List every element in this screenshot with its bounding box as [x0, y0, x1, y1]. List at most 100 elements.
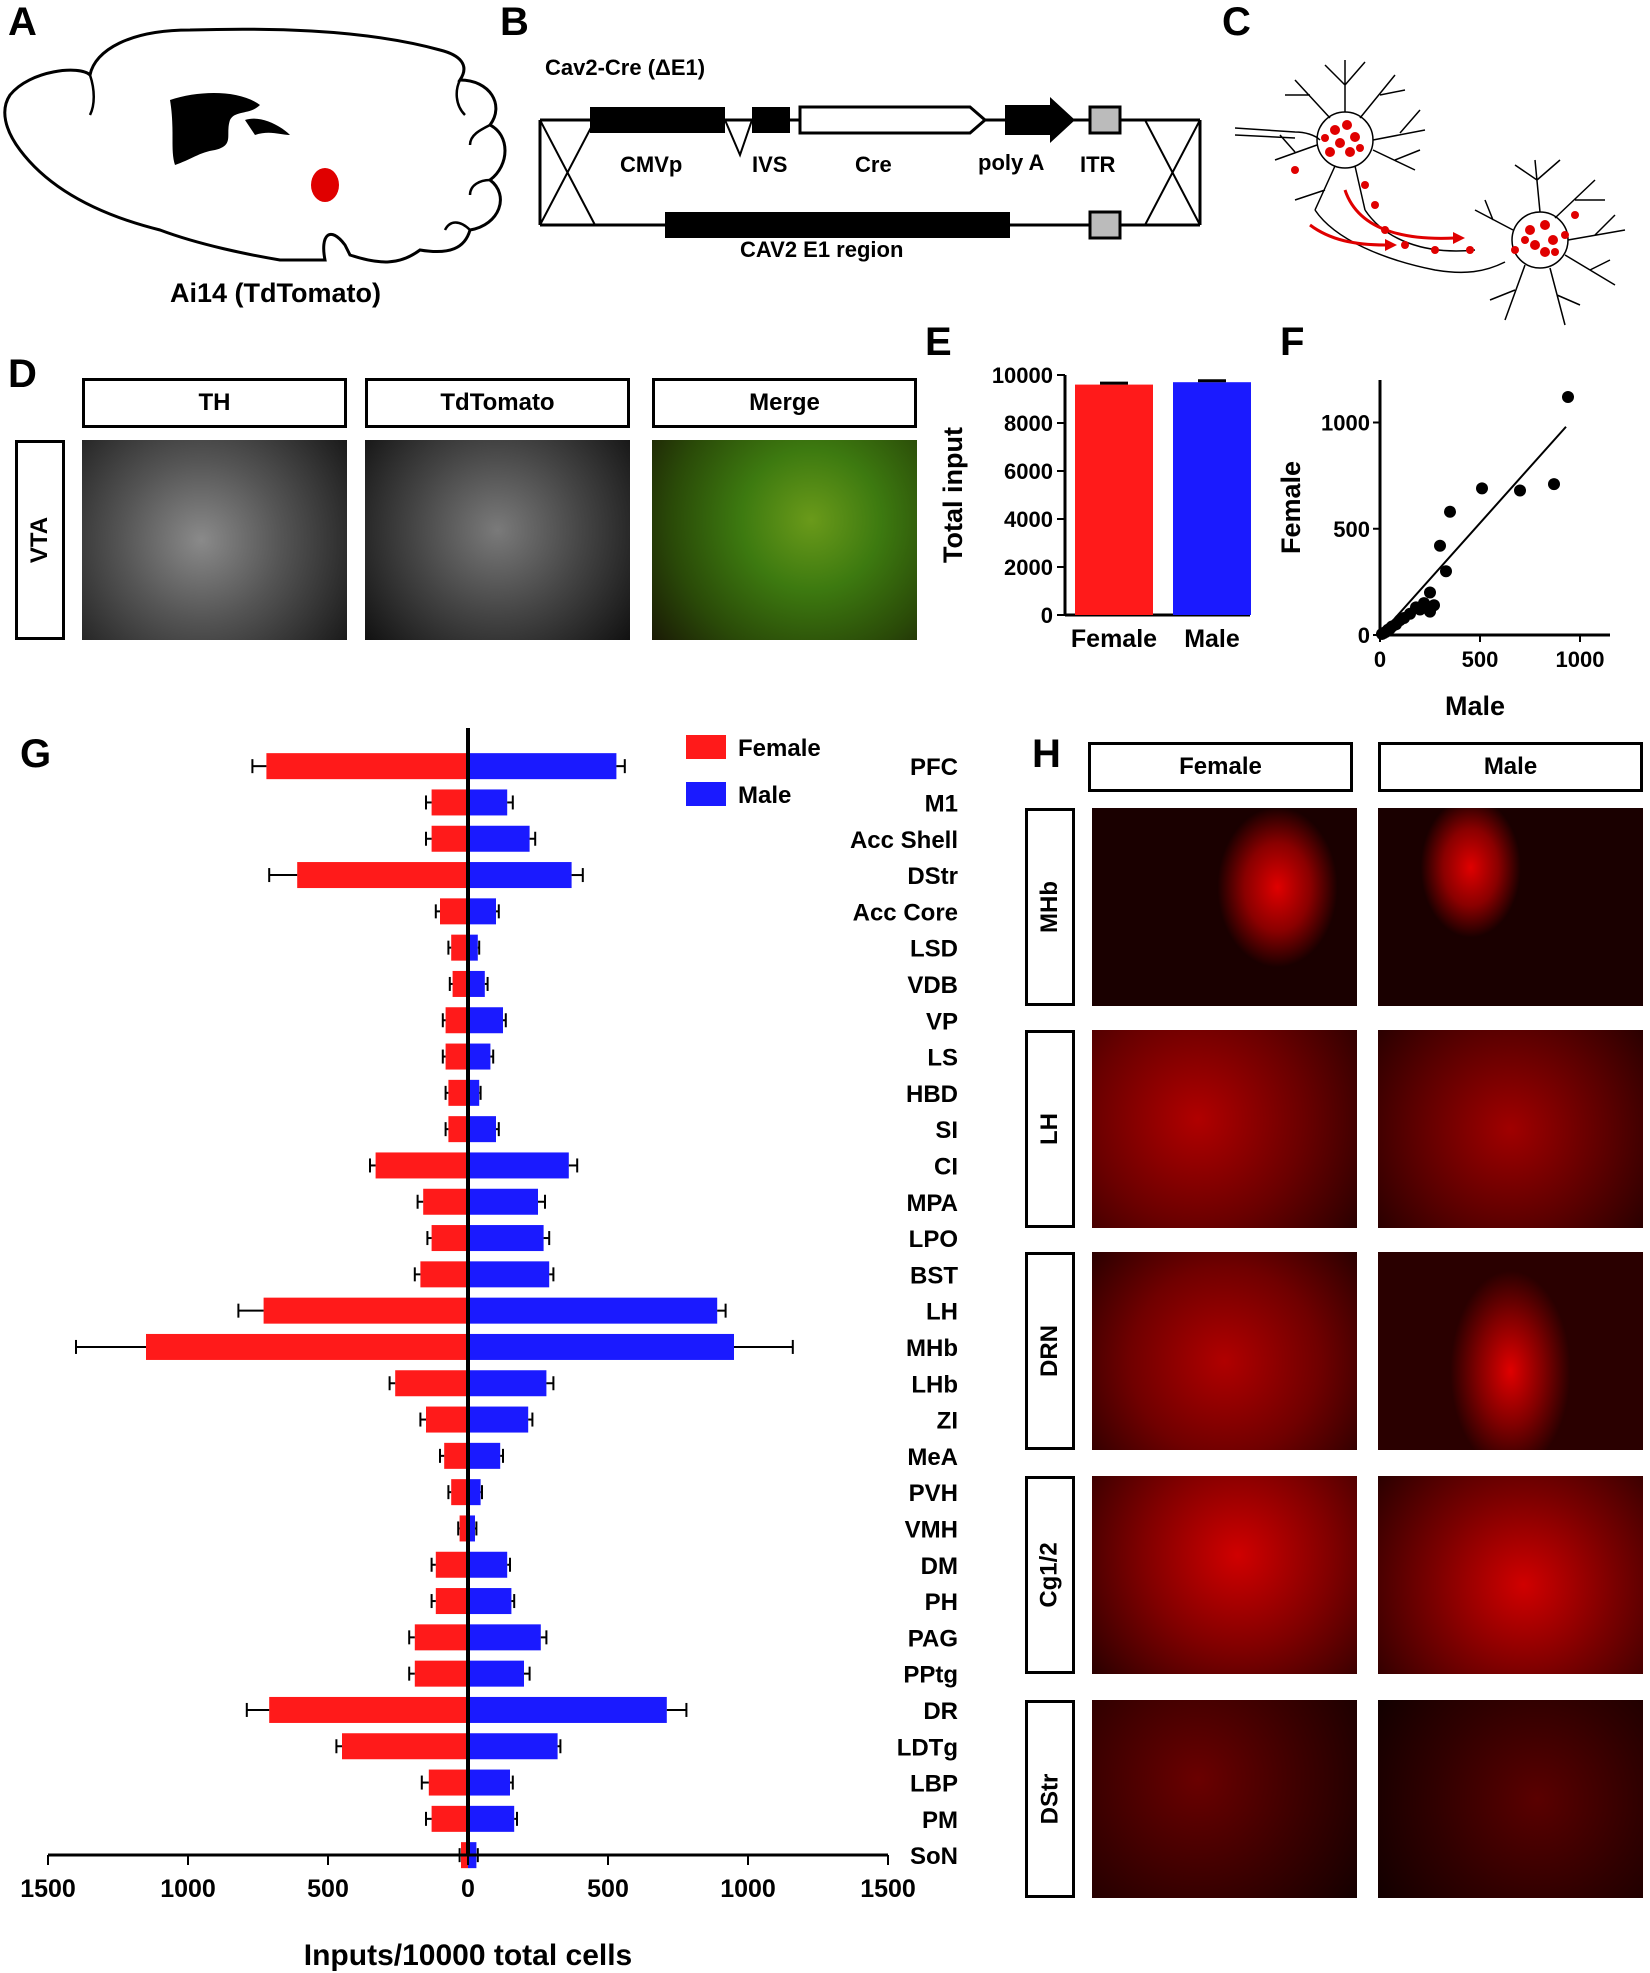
bar-female-lsd	[451, 934, 468, 961]
micrograph-female-cg12	[1092, 1476, 1357, 1674]
micrograph-male-lh	[1378, 1030, 1643, 1228]
bar-female-vmh	[459, 1515, 468, 1542]
chart-total-input: 0 2000 4000 6000 8000 10000 Female Male Total in…	[940, 363, 1251, 653]
bar-female-bst	[420, 1261, 468, 1288]
region-label: VP	[926, 1008, 958, 1035]
panel-letter-c: C	[1222, 0, 1251, 44]
region-label: CI	[934, 1153, 958, 1180]
bar-female-lhb	[395, 1370, 468, 1397]
bar-male-dm	[468, 1551, 508, 1578]
region-label: BST	[910, 1262, 958, 1289]
panel-d-col-merge: Merge	[652, 378, 917, 428]
bar-male-ls	[468, 1043, 491, 1070]
scatter-point	[1424, 586, 1436, 599]
bar-male-ph	[468, 1588, 512, 1615]
bar-female-mea	[444, 1442, 468, 1469]
bar-female-dstr	[297, 862, 468, 889]
x-tick-label: 1500	[860, 1875, 916, 1903]
legend-label-female: Female	[738, 735, 821, 762]
panel-d-row-vta: VTA	[15, 440, 65, 640]
label-itr: ITR	[1080, 152, 1116, 177]
bar-male-lbp	[468, 1769, 510, 1796]
region-label: VMH	[905, 1516, 958, 1543]
label-polya: poly A	[978, 150, 1045, 175]
region-label: LBP	[910, 1771, 958, 1798]
region-label: VDB	[907, 972, 958, 999]
x-tick-label: 1000	[160, 1875, 216, 1903]
region-label: ZI	[937, 1408, 958, 1435]
panel-letter-h: H	[1032, 732, 1061, 776]
panel-h-row-drn: DRN	[1025, 1252, 1075, 1450]
bar-male-pvh	[468, 1479, 481, 1506]
regression-line	[1379, 426, 1567, 636]
panel-letter-b: B	[500, 0, 529, 44]
panel-letter-a: A	[8, 0, 37, 44]
region-label: M1	[925, 790, 958, 817]
bar-female-acc-shell	[431, 825, 468, 852]
bar-male-m1	[468, 789, 508, 816]
bar-male-vp	[468, 1007, 503, 1034]
micrograph-male-cg12	[1378, 1476, 1643, 1674]
bar-male-pm	[468, 1805, 515, 1832]
micrograph-female-lh	[1092, 1030, 1357, 1228]
bar-female-ls	[445, 1043, 468, 1070]
region-label: LHb	[911, 1371, 958, 1398]
panel-a-caption: Ai14 (TdTomato)	[170, 278, 381, 308]
label-cmvp: CMVp	[620, 152, 683, 177]
scatter-point	[1444, 505, 1456, 518]
panel-letter-g: G	[20, 732, 52, 776]
bar-female-mhb	[146, 1333, 468, 1360]
panel-h-col-female: Female	[1088, 742, 1353, 792]
x-axis-label: Male	[1445, 691, 1505, 721]
bar-female-pptg	[414, 1660, 468, 1687]
panel-d-col-th: TH	[82, 378, 347, 428]
region-label: Acc Core	[853, 899, 958, 926]
region-label: PH	[925, 1589, 958, 1616]
region-label: HBD	[906, 1081, 958, 1108]
micrograph-merge-vta	[652, 440, 917, 640]
region-label: LH	[926, 1299, 958, 1326]
bar-female-lbp	[428, 1769, 468, 1796]
label-cre: Cre	[855, 152, 892, 177]
bar-female-ph	[435, 1588, 468, 1615]
y-tick-label: 10000	[992, 363, 1053, 388]
bar-male-lpo	[468, 1225, 544, 1252]
micrograph-male-drn	[1378, 1252, 1643, 1450]
panel-h-row-mhb: MHb	[1025, 808, 1075, 1006]
legend-swatch-female	[686, 735, 726, 759]
bar-male-mea	[468, 1442, 501, 1469]
region-label: Acc Shell	[850, 827, 958, 854]
bar-female-vp	[445, 1007, 468, 1034]
legend-label-male: Male	[738, 782, 791, 809]
bar-male-lh	[468, 1297, 718, 1324]
bar-male-acc-shell	[468, 825, 530, 852]
region-label: DM	[921, 1553, 958, 1580]
y-tick-label: 8000	[1004, 411, 1053, 436]
x-tick-label: Female	[1071, 625, 1157, 653]
micrograph-tdtomato-vta	[365, 440, 630, 640]
region-label: LS	[927, 1045, 958, 1072]
scatter-point	[1440, 565, 1452, 578]
bar-female-pfc	[266, 753, 468, 780]
chart-input-regions: PFC M1 Acc Shell DStr Acc Core LSD VDB VP LS HBD S…	[20, 728, 958, 1972]
region-label: MPA	[906, 1190, 958, 1217]
bar-female-vdb	[452, 970, 468, 997]
label-cav2-e1-region: CAV2 E1 region	[740, 237, 904, 262]
bar-male-mhb	[468, 1333, 734, 1360]
bar-female-pm	[431, 1805, 468, 1832]
scatter-point	[1476, 482, 1488, 495]
micrograph-female-dstr	[1092, 1700, 1357, 1898]
micrograph-th-vta	[82, 440, 347, 640]
x-tick-label: 1000	[1556, 647, 1605, 672]
bar-female-si	[448, 1116, 468, 1143]
x-tick-label: 1000	[720, 1875, 776, 1903]
bar-female-lh	[263, 1297, 468, 1324]
bar-male-acc-core	[468, 898, 496, 925]
scatter-point	[1562, 391, 1574, 403]
x-tick-label: 500	[1462, 647, 1499, 672]
bar-male-bst	[468, 1261, 550, 1288]
scatter-point	[1514, 484, 1526, 497]
region-label: LPO	[909, 1226, 958, 1253]
bar-male-pag	[468, 1624, 541, 1651]
region-label: SoN	[910, 1843, 958, 1870]
